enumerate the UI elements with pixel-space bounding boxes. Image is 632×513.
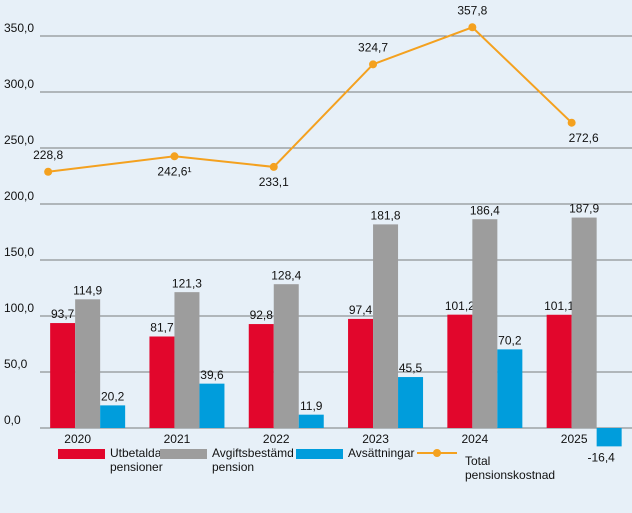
- x-tick-label: 2024: [461, 432, 488, 446]
- legend-label: Avgiftsbestämd pension: [212, 446, 294, 474]
- x-tick-label: 2025: [561, 432, 588, 446]
- line-point: [269, 162, 278, 171]
- data-label: 93,7: [51, 307, 75, 321]
- legend-swatch: [58, 449, 105, 459]
- bar: [248, 324, 274, 428]
- data-label: 181,8: [371, 209, 401, 223]
- data-label: 101,1: [544, 299, 574, 313]
- bar: [174, 292, 200, 428]
- data-label: 45,5: [399, 361, 423, 375]
- line-point: [44, 167, 53, 176]
- data-label: 128,4: [271, 268, 301, 282]
- data-label: 92,8: [250, 308, 274, 322]
- data-label: 187,9: [569, 202, 599, 216]
- data-label: 101,2: [445, 299, 475, 313]
- bar: [398, 377, 424, 428]
- data-label: 11,9: [300, 399, 323, 413]
- data-label: 357,8: [457, 3, 487, 17]
- bar: [199, 383, 225, 428]
- y-tick-label: 200,0: [4, 189, 34, 203]
- data-label: 20,2: [101, 390, 125, 404]
- bar: [373, 224, 399, 428]
- x-tick-label: 2020: [64, 432, 91, 446]
- x-tick-label: 2023: [362, 432, 389, 446]
- data-label: 97,4: [349, 303, 373, 317]
- legend-label: Utbetalda pensioner: [110, 446, 163, 474]
- legend-item: Avgiftsbestämd pension: [160, 446, 294, 474]
- line-point: [369, 60, 378, 69]
- legend-item: Utbetalda pensioner: [58, 446, 163, 474]
- data-label: 39,6: [200, 368, 224, 382]
- x-tick-label: 2021: [164, 432, 191, 446]
- legend-label: Avsättningar: [348, 446, 415, 460]
- line-point: [170, 152, 179, 161]
- x-tick-label: 2022: [263, 432, 290, 446]
- data-label: 70,2: [498, 334, 522, 348]
- bar: [149, 336, 175, 428]
- bar: [447, 314, 473, 428]
- bar: [472, 219, 498, 428]
- legend-swatch: [160, 449, 207, 459]
- data-label: 242,6¹: [157, 164, 191, 178]
- legend-item: Total pensionskostnad: [417, 446, 555, 482]
- data-label: 324,7: [358, 41, 388, 55]
- bar: [273, 284, 299, 428]
- bar: [546, 314, 572, 428]
- y-tick-label: 150,0: [4, 245, 34, 259]
- y-tick-label: 100,0: [4, 301, 34, 315]
- line: [48, 26, 573, 173]
- y-tick-label: 50,0: [4, 357, 28, 371]
- data-label: -16,4: [587, 451, 615, 465]
- y-tick-label: 300,0: [4, 77, 34, 91]
- data-label: 114,9: [73, 283, 102, 297]
- y-tick-label: 0,0: [4, 413, 21, 427]
- bar: [596, 428, 622, 447]
- data-label: 233,1: [259, 175, 289, 189]
- legend-label: Total pensionskostnad: [465, 454, 556, 482]
- data-label: 121,3: [172, 276, 202, 290]
- data-label: 186,4: [470, 203, 500, 217]
- bar: [348, 318, 374, 428]
- bar: [497, 349, 523, 428]
- bar: [50, 323, 76, 428]
- bar: [75, 299, 101, 428]
- bar: [571, 217, 597, 428]
- line-point: [567, 118, 576, 127]
- data-label: 81,7: [150, 321, 174, 335]
- legend-item: Avsättningar: [296, 446, 415, 460]
- bar: [298, 414, 324, 428]
- data-label: 272,6: [569, 131, 599, 145]
- y-tick-label: 350,0: [4, 21, 34, 35]
- legend-swatch: [296, 449, 343, 459]
- legend-swatch: [417, 449, 457, 457]
- y-tick-label: 250,0: [4, 133, 34, 147]
- bar: [100, 405, 126, 428]
- line-point: [468, 23, 477, 32]
- data-label: 228,8: [33, 148, 63, 162]
